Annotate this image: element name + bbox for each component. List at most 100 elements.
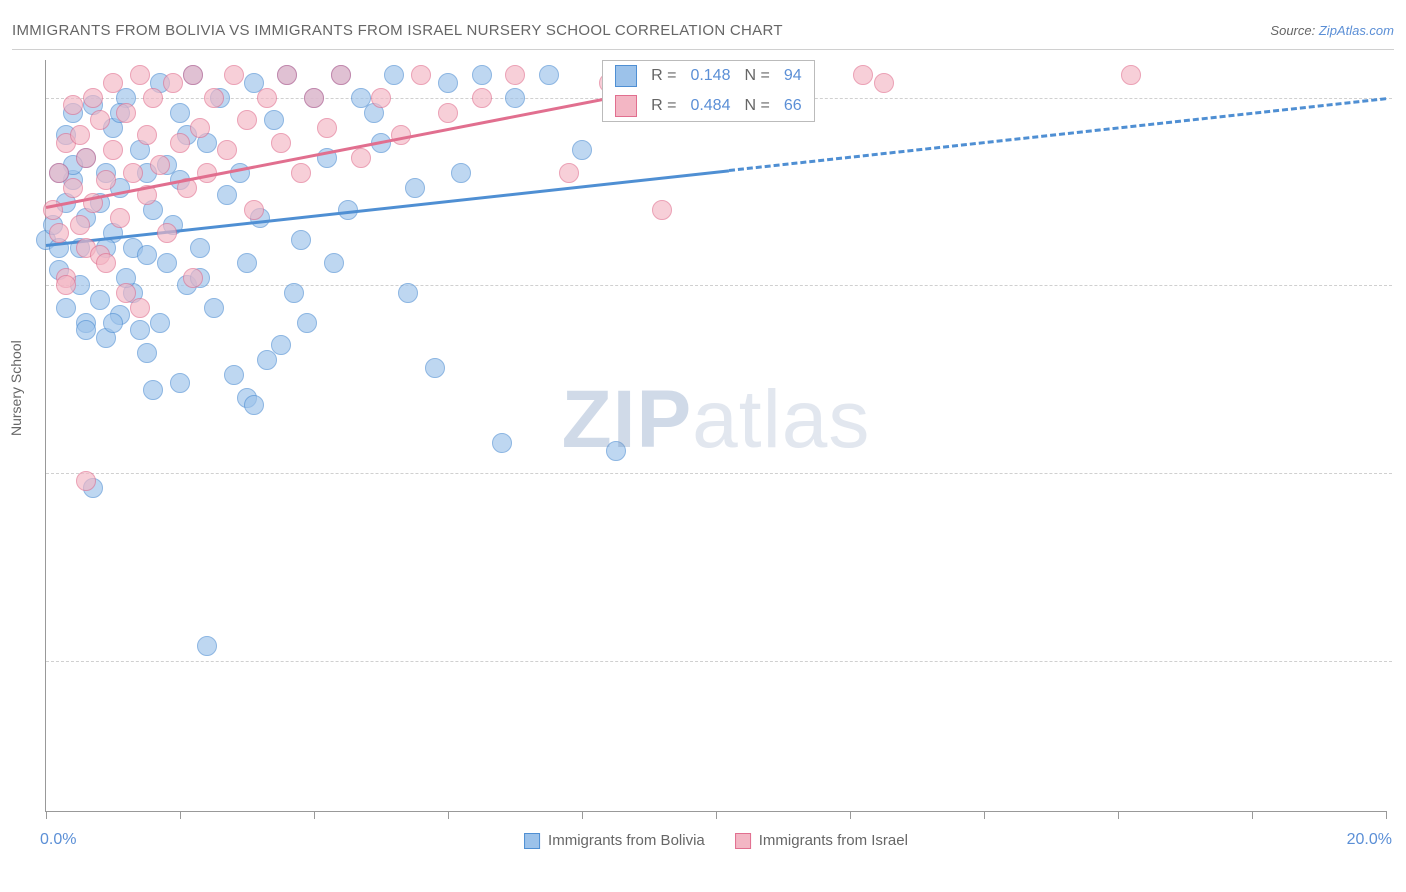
legend-item-israel: Immigrants from Israel bbox=[735, 832, 908, 849]
data-point bbox=[284, 283, 304, 303]
source-attribution: Source: ZipAtlas.com bbox=[1270, 23, 1394, 38]
gridline bbox=[46, 661, 1392, 662]
scatter-plot: 92.5%95.0%97.5%100.0%R =0.148N =94R =0.4… bbox=[45, 60, 1386, 812]
data-point bbox=[90, 110, 110, 130]
data-point bbox=[90, 290, 110, 310]
data-point bbox=[110, 208, 130, 228]
data-point bbox=[277, 65, 297, 85]
series-legend: Immigrants from Bolivia Immigrants from … bbox=[524, 832, 908, 849]
data-point bbox=[190, 118, 210, 138]
data-point bbox=[398, 283, 418, 303]
data-point bbox=[291, 230, 311, 250]
data-point bbox=[224, 365, 244, 385]
data-point bbox=[103, 140, 123, 160]
data-point bbox=[103, 313, 123, 333]
data-point bbox=[76, 320, 96, 340]
data-point bbox=[606, 441, 626, 461]
data-point bbox=[874, 73, 894, 93]
x-tick bbox=[180, 811, 181, 819]
data-point bbox=[76, 471, 96, 491]
data-point bbox=[505, 88, 525, 108]
x-tick bbox=[1252, 811, 1253, 819]
data-point bbox=[438, 103, 458, 123]
data-point bbox=[204, 298, 224, 318]
data-point bbox=[204, 88, 224, 108]
data-point bbox=[63, 178, 83, 198]
data-point bbox=[1121, 65, 1141, 85]
data-point bbox=[237, 110, 257, 130]
data-point bbox=[291, 163, 311, 183]
data-point bbox=[331, 65, 351, 85]
data-point bbox=[137, 343, 157, 363]
swatch-icon bbox=[615, 65, 637, 87]
data-point bbox=[351, 148, 371, 168]
x-tick bbox=[716, 811, 717, 819]
data-point bbox=[70, 215, 90, 235]
data-point bbox=[197, 636, 217, 656]
data-point bbox=[257, 350, 277, 370]
legend-item-bolivia: Immigrants from Bolivia bbox=[524, 832, 705, 849]
data-point bbox=[472, 65, 492, 85]
data-point bbox=[438, 73, 458, 93]
x-tick bbox=[46, 811, 47, 819]
data-point bbox=[150, 313, 170, 333]
swatch-icon bbox=[524, 833, 540, 849]
plot-canvas: 92.5%95.0%97.5%100.0%R =0.148N =94R =0.4… bbox=[46, 60, 1386, 811]
data-point bbox=[217, 140, 237, 160]
data-point bbox=[83, 88, 103, 108]
data-point bbox=[559, 163, 579, 183]
data-point bbox=[371, 88, 391, 108]
data-point bbox=[137, 245, 157, 265]
data-point bbox=[143, 380, 163, 400]
data-point bbox=[652, 200, 672, 220]
data-point bbox=[853, 65, 873, 85]
data-point bbox=[224, 65, 244, 85]
x-tick bbox=[314, 811, 315, 819]
gridline bbox=[46, 285, 1392, 286]
data-point bbox=[472, 88, 492, 108]
source-link[interactable]: ZipAtlas.com bbox=[1319, 23, 1394, 38]
data-point bbox=[137, 125, 157, 145]
data-point bbox=[70, 125, 90, 145]
swatch-icon bbox=[615, 95, 637, 117]
data-point bbox=[244, 200, 264, 220]
data-point bbox=[244, 395, 264, 415]
x-tick bbox=[850, 811, 851, 819]
data-point bbox=[539, 65, 559, 85]
data-point bbox=[264, 110, 284, 130]
data-point bbox=[130, 298, 150, 318]
data-point bbox=[157, 223, 177, 243]
data-point bbox=[150, 155, 170, 175]
x-tick bbox=[448, 811, 449, 819]
data-point bbox=[170, 133, 190, 153]
data-point bbox=[130, 320, 150, 340]
data-point bbox=[157, 253, 177, 273]
data-point bbox=[76, 148, 96, 168]
data-point bbox=[425, 358, 445, 378]
data-point bbox=[324, 253, 344, 273]
data-point bbox=[170, 103, 190, 123]
x-tick bbox=[582, 811, 583, 819]
data-point bbox=[49, 223, 69, 243]
data-point bbox=[170, 373, 190, 393]
gridline bbox=[46, 473, 1392, 474]
data-point bbox=[96, 253, 116, 273]
data-point bbox=[317, 118, 337, 138]
data-point bbox=[297, 313, 317, 333]
data-point bbox=[304, 88, 324, 108]
chart-title: IMMIGRANTS FROM BOLIVIA VS IMMIGRANTS FR… bbox=[12, 22, 783, 39]
data-point bbox=[103, 73, 123, 93]
data-point bbox=[572, 140, 592, 160]
x-tick bbox=[1386, 811, 1387, 819]
x-axis-min-label: 0.0% bbox=[40, 831, 76, 849]
x-tick bbox=[1118, 811, 1119, 819]
data-point bbox=[237, 253, 257, 273]
data-point bbox=[384, 65, 404, 85]
data-point bbox=[183, 268, 203, 288]
data-point bbox=[217, 185, 237, 205]
data-point bbox=[411, 65, 431, 85]
data-point bbox=[405, 178, 425, 198]
title-bar: IMMIGRANTS FROM BOLIVIA VS IMMIGRANTS FR… bbox=[12, 18, 1394, 50]
data-point bbox=[190, 238, 210, 258]
correlation-row: R =0.148N =94 bbox=[603, 61, 814, 91]
